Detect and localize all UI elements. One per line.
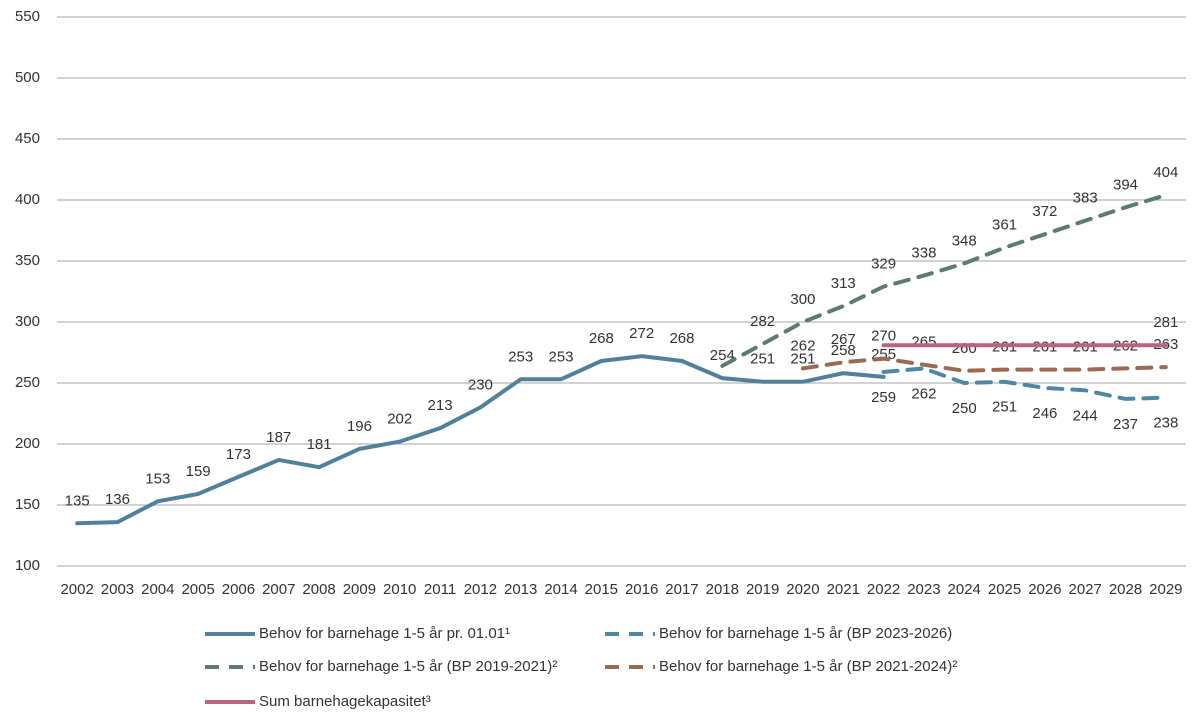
- x-tick-label: 2025: [988, 581, 1021, 598]
- x-tick-label: 2021: [827, 581, 860, 598]
- x-tick-label: 2007: [262, 581, 295, 598]
- series-line: [75, 354, 886, 526]
- data-label: 272: [629, 325, 654, 342]
- data-label: 251: [790, 351, 815, 368]
- x-tick-label: 2010: [383, 581, 416, 598]
- data-label: 383: [1073, 190, 1098, 207]
- x-tick-label: 2016: [625, 581, 658, 598]
- data-label: 372: [1032, 203, 1057, 220]
- legend-label: Behov for barnehage 1-5 år (BP 2019-2021…: [259, 658, 557, 675]
- y-tick-label: 300: [15, 313, 40, 330]
- x-tick-label: 2008: [302, 581, 335, 598]
- x-tick-label: 2015: [585, 581, 618, 598]
- data-label: 361: [992, 217, 1017, 234]
- x-tick-label: 2017: [665, 581, 698, 598]
- y-tick-label: 400: [15, 191, 40, 208]
- legend-label: Behov for barnehage 1-5 år pr. 01.01¹: [259, 625, 510, 642]
- data-label: 348: [952, 232, 977, 249]
- series-line: [800, 356, 1168, 373]
- data-label: 181: [307, 436, 332, 453]
- x-tick-label: 2026: [1028, 581, 1061, 598]
- data-label: 250: [952, 400, 977, 417]
- x-tick-label: 2003: [101, 581, 134, 598]
- y-tick-label: 550: [15, 8, 40, 25]
- data-label: 313: [831, 275, 856, 292]
- data-label: 253: [549, 348, 574, 365]
- y-tick-label: 100: [15, 557, 40, 574]
- x-tick-label: 2022: [867, 581, 900, 598]
- legend-label: Behov for barnehage 1-5 år (BP 2021-2024…: [659, 658, 957, 675]
- x-tick-label: 2023: [907, 581, 940, 598]
- data-label: 202: [387, 411, 412, 428]
- data-label: 404: [1153, 164, 1178, 181]
- data-label: 259: [871, 389, 896, 406]
- data-label: 268: [589, 330, 614, 347]
- data-label: 254: [710, 347, 735, 364]
- data-label: 338: [911, 245, 936, 262]
- data-label: 246: [1032, 405, 1057, 422]
- y-tick-label: 150: [15, 496, 40, 513]
- x-tick-label: 2013: [504, 581, 537, 598]
- x-tick-label: 2018: [706, 581, 739, 598]
- data-label: 258: [831, 342, 856, 359]
- data-label: 173: [226, 446, 251, 463]
- data-label: 300: [790, 291, 815, 308]
- y-tick-label: 450: [15, 130, 40, 147]
- data-label: 270: [871, 328, 896, 345]
- legend-label: Behov for barnehage 1-5 år (BP 2023-2026…: [659, 625, 952, 642]
- data-label: 251: [992, 399, 1017, 416]
- y-tick-label: 350: [15, 252, 40, 269]
- data-label: 213: [428, 397, 453, 414]
- data-label: 230: [468, 376, 493, 393]
- data-label: 196: [347, 418, 372, 435]
- x-tick-label: 2024: [948, 581, 981, 598]
- series-line: [720, 193, 1168, 368]
- x-tick-label: 2014: [544, 581, 577, 598]
- data-label: 262: [911, 385, 936, 402]
- x-tick-label: 2006: [222, 581, 255, 598]
- data-label: 253: [508, 348, 533, 365]
- data-label: 268: [669, 330, 694, 347]
- data-label: 262: [790, 337, 815, 354]
- data-label: 260: [952, 340, 977, 357]
- x-tick-label: 2029: [1149, 581, 1182, 598]
- x-tick-label: 2028: [1109, 581, 1142, 598]
- series-line: [881, 366, 1168, 401]
- x-tick-label: 2002: [60, 581, 93, 598]
- x-tick-label: 2027: [1069, 581, 1102, 598]
- data-label: 159: [186, 463, 211, 480]
- x-tick-label: 2005: [181, 581, 214, 598]
- x-tick-label: 2009: [343, 581, 376, 598]
- data-label: 244: [1073, 407, 1098, 424]
- data-label: 329: [871, 256, 896, 273]
- data-label: 394: [1113, 176, 1138, 193]
- y-tick-label: 200: [15, 435, 40, 452]
- data-label: 281: [1153, 314, 1178, 331]
- data-label: 153: [145, 470, 170, 487]
- x-tick-label: 2012: [464, 581, 497, 598]
- y-tick-label: 500: [15, 69, 40, 86]
- data-label: 238: [1153, 415, 1178, 432]
- x-tick-label: 2011: [424, 581, 456, 598]
- x-tick-label: 2019: [746, 581, 779, 598]
- y-tick-label: 250: [15, 374, 40, 391]
- data-label: 282: [750, 313, 775, 330]
- x-tick-label: 2004: [141, 581, 174, 598]
- data-label: 265: [911, 334, 936, 351]
- data-label: 135: [65, 492, 90, 509]
- data-label: 136: [105, 491, 130, 508]
- data-label: 267: [831, 331, 856, 348]
- legend-label: Sum barnehagekapasitet³: [259, 693, 431, 710]
- data-label: 187: [266, 429, 291, 446]
- data-label: 251: [750, 351, 775, 368]
- x-tick-label: 2020: [786, 581, 819, 598]
- data-label: 237: [1113, 416, 1138, 433]
